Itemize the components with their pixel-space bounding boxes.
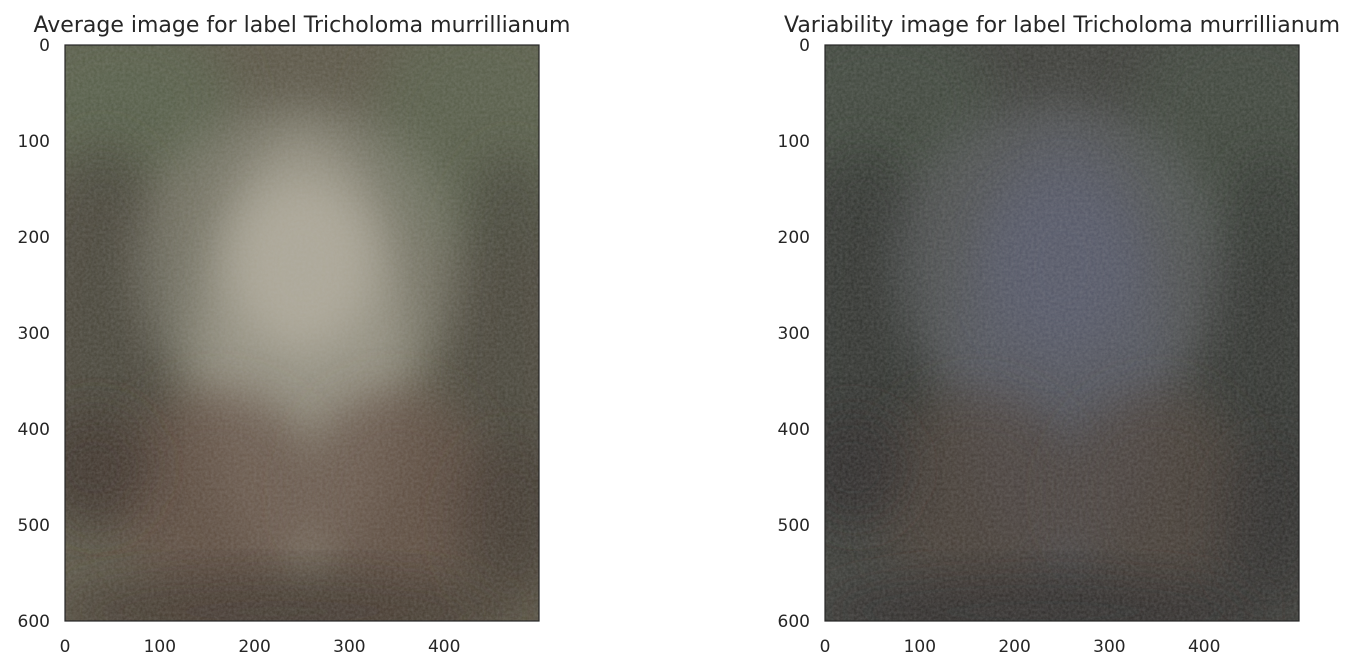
x-tick-label: 0 — [60, 637, 71, 657]
x-tick-label: 100 — [904, 637, 936, 657]
y-tick-label: 600 — [778, 612, 810, 632]
x-tick-label: 200 — [998, 637, 1030, 657]
y-tick-label: 200 — [778, 228, 810, 248]
y-tick-label: 400 — [778, 420, 810, 440]
y-tick-label: 500 — [18, 516, 50, 536]
y-tick-label: 100 — [778, 132, 810, 152]
panel-1: Average image for label Tricholoma murri… — [18, 13, 571, 657]
x-tick-label: 400 — [428, 637, 460, 657]
y-tick-label: 0 — [799, 36, 810, 56]
chart-title: Variability image for label Tricholoma m… — [784, 13, 1340, 38]
x-tick-label: 100 — [144, 637, 176, 657]
x-tick-label: 300 — [1093, 637, 1125, 657]
y-tick-label: 0 — [39, 36, 50, 56]
y-tick-label: 600 — [18, 612, 50, 632]
y-tick-label: 300 — [778, 324, 810, 344]
y-tick-label: 200 — [18, 228, 50, 248]
image-area — [825, 45, 1299, 621]
axes-frame — [824, 44, 1300, 622]
panel-2: Variability image for label Tricholoma m… — [778, 13, 1340, 657]
y-tick-label: 300 — [18, 324, 50, 344]
image-area — [65, 45, 539, 621]
axes-frame — [64, 44, 540, 622]
y-tick-label: 500 — [778, 516, 810, 536]
y-tick-label: 100 — [18, 132, 50, 152]
x-tick-label: 200 — [238, 637, 270, 657]
x-tick-label: 0 — [820, 637, 831, 657]
x-tick-label: 400 — [1188, 637, 1220, 657]
chart-title: Average image for label Tricholoma murri… — [34, 13, 571, 38]
x-tick-label: 300 — [333, 637, 365, 657]
y-tick-label: 400 — [18, 420, 50, 440]
